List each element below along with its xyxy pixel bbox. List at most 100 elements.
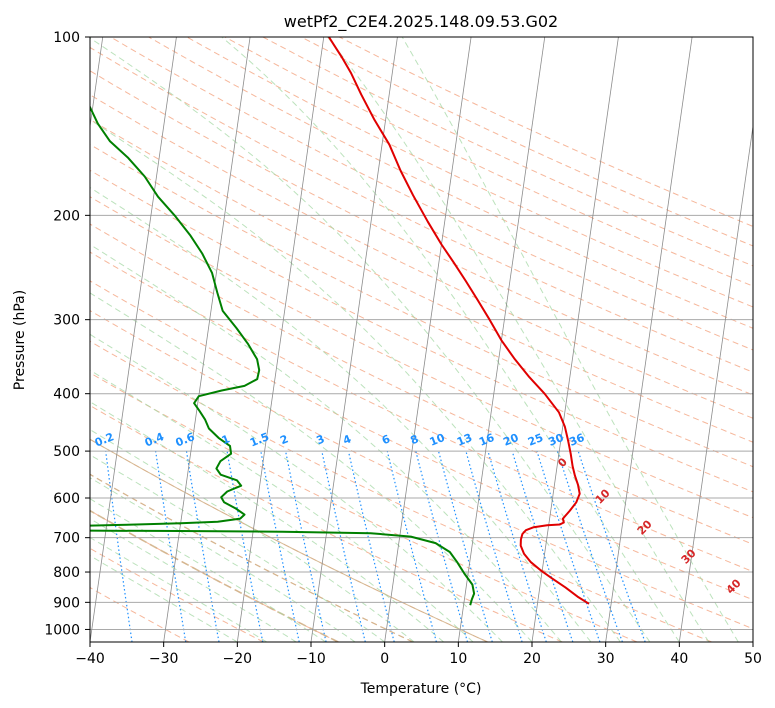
dry-adiabat-line	[90, 404, 563, 642]
isotherm-gridlines	[90, 37, 753, 642]
isotherm-line	[531, 37, 619, 642]
mixing-ratio-lines	[105, 450, 646, 642]
mixing-ratio-line	[556, 450, 623, 642]
y-tick-label: 600	[53, 491, 80, 507]
mixing-ratio-line	[465, 450, 523, 642]
mixing-ratio-line	[511, 450, 574, 642]
dry-adiabat-line	[90, 310, 753, 630]
y-tick-label: 1000	[44, 622, 80, 638]
dry-adiabats	[90, 37, 753, 642]
moist-adiabat-line	[90, 292, 533, 642]
mixing-ratio-line	[285, 450, 327, 642]
y-tick-label: 700	[53, 531, 80, 547]
mixing-ratio-line	[321, 450, 366, 642]
y-tick-label: 200	[53, 208, 80, 224]
y-tick-label: 800	[53, 565, 80, 581]
dry-adiabat-line	[90, 94, 753, 419]
x-tick-label: 0	[380, 651, 389, 667]
mixing-ratio-label: 16	[477, 431, 496, 449]
x-tick-label: −20	[223, 651, 253, 667]
plot-frame	[89, 36, 754, 643]
moist-adiabat-line	[90, 186, 592, 642]
mixing-ratio-label: 10	[428, 431, 447, 449]
x-tick-label: 50	[744, 651, 762, 667]
isotherm-line	[310, 37, 398, 642]
x-tick-label: 40	[670, 651, 688, 667]
x-axis-label: Temperature (°C)	[360, 681, 482, 697]
moist-adiabat-line	[90, 477, 356, 642]
x-tick-label: 10	[449, 651, 467, 667]
x-tick-label: −30	[149, 651, 179, 667]
mixing-ratio-label: 3	[315, 432, 327, 447]
dry-adiabat-line	[90, 547, 264, 642]
mixing-ratio-line	[226, 450, 264, 642]
moist-adiabats	[90, 37, 739, 642]
mixing-ratio-line	[260, 450, 300, 642]
mixing-ratio-line	[155, 451, 187, 642]
temperature-profile	[328, 37, 590, 605]
highlight-adiabat-line	[90, 438, 488, 642]
moist-adiabat-line	[221, 37, 680, 642]
chart-title: wetPf2_C2E4.2025.148.09.53.G02	[284, 12, 558, 32]
mixing-ratio-label: 8	[409, 432, 421, 447]
dry-adiabat-line	[224, 37, 753, 287]
isobar-gridlines	[90, 37, 753, 630]
y-axis-ticks: 100 200 300 400 500 600 700 800 900 1000	[44, 30, 90, 638]
dry-adiabat-line	[90, 251, 753, 573]
mixing-ratio-label: 36	[567, 431, 586, 449]
moist-adiabat-line	[90, 518, 297, 642]
isotherm-line	[384, 37, 472, 642]
mixing-ratio-line	[386, 450, 437, 642]
isotherm-line	[605, 37, 693, 642]
mixing-ratio-label: 13	[455, 431, 474, 449]
dry-adiabat-line	[90, 196, 753, 519]
dry-adiabat-line	[90, 70, 753, 396]
y-tick-label: 100	[53, 30, 80, 46]
dry-adiabat-line	[90, 169, 753, 493]
mixing-ratio-line	[536, 450, 601, 642]
dewpoint-profile	[90, 104, 476, 606]
mixing-ratio-label: 25	[526, 431, 545, 449]
isotherm-line	[90, 37, 177, 642]
mixing-ratio-line	[415, 450, 469, 642]
moist-adiabat-line	[90, 536, 268, 642]
y-tick-label: 300	[53, 313, 80, 329]
dry-adiabat-line	[90, 372, 638, 642]
y-tick-label: 900	[53, 595, 80, 611]
dry-adiabat-line	[110, 37, 753, 351]
mixing-ratio-label: 1	[220, 432, 232, 447]
mixing-ratio-label: 20	[501, 431, 520, 449]
x-tick-label: 20	[523, 651, 541, 667]
moist-adiabat-line	[90, 369, 474, 642]
mixing-ratio-line	[487, 450, 547, 642]
sounding-profiles	[90, 37, 590, 606]
y-tick-label: 500	[53, 444, 80, 460]
moist-adiabat-line	[90, 37, 651, 642]
isotherm-line	[163, 37, 251, 642]
y-axis-label: Pressure (hPa)	[12, 290, 28, 390]
dry-adiabat-line	[148, 37, 753, 329]
x-tick-label: −10	[296, 651, 326, 667]
dry-adiabat-line	[90, 143, 753, 468]
mixing-ratio-line	[577, 450, 646, 642]
moist-adiabat-line	[90, 243, 562, 642]
moist-adiabat-line	[401, 37, 739, 642]
moist-adiabat-line	[90, 119, 621, 642]
isotherm-line	[678, 123, 753, 642]
moist-adiabat-line	[90, 333, 503, 642]
moist-adiabat-line	[90, 401, 444, 642]
dry-adiabat-line	[90, 340, 712, 642]
x-tick-label: −40	[75, 651, 105, 667]
dry-adiabat-line	[90, 510, 339, 642]
moist-adiabat-line	[327, 37, 710, 642]
x-tick-label: 30	[597, 651, 615, 667]
x-axis-ticks: −40 −30 −20 −10 0 10 20 30 40 50	[75, 642, 762, 667]
isotherm-line	[236, 37, 325, 642]
y-tick-label: 400	[53, 387, 80, 403]
moist-adiabat-line	[90, 555, 238, 642]
mixing-ratio-label: 30	[547, 431, 566, 449]
moist-adiabat-line	[90, 454, 385, 642]
mixing-ratio-label: 2	[278, 432, 290, 447]
